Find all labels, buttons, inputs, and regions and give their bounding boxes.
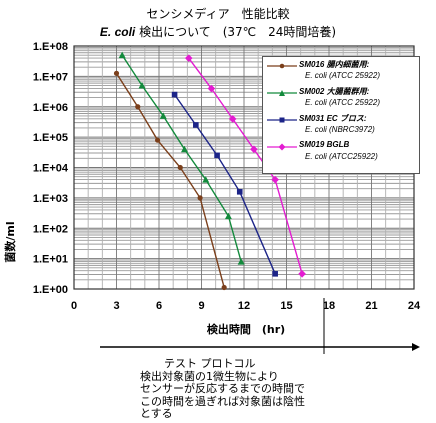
data-point: [298, 270, 306, 278]
chart-title-organism: E. coli: [99, 25, 136, 39]
chart-series: [113, 51, 306, 291]
data-point: [271, 175, 279, 184]
legend-detail-sm031: E. coli (NBRC3972): [305, 125, 375, 134]
chart-title-line1: センシメディア 性能比較: [146, 7, 290, 21]
data-point: [214, 152, 220, 159]
data-point: [236, 189, 243, 195]
legend-item-sm031: SM031 EC ブロス: E. coli (NBRC3972): [265, 113, 419, 139]
y-axis-ticks: 1.E+00 1.E+01 1.E+02 1.E+03 1.E+04 1.E+05 1.E+…: [33, 41, 69, 296]
y-tick-label: 1.E+00: [33, 284, 68, 296]
y-tick-label: 1.E+03: [33, 193, 68, 205]
series-3: [171, 91, 278, 277]
protocol-line: とする: [140, 407, 173, 420]
legend-detail-sm002: E. coli (ATCC 25922): [305, 98, 380, 107]
series-1: [113, 70, 227, 291]
series-2: [118, 51, 245, 265]
chart-legend: SM016 腸内細菌用: E. coli (ATCC 25922) SM002 …: [262, 56, 420, 174]
protocol-line: センサーが反応するまでの時間で: [140, 382, 305, 395]
data-point: [154, 137, 161, 143]
protocol-heading: テスト プロトコル: [164, 357, 256, 370]
legend-name-sm002: SM002 大腸菌群用:: [299, 87, 370, 96]
protocol-note: テスト プロトコル 検出対象菌の1微生物により センサーが反応するまでの時間で …: [140, 357, 305, 421]
data-point: [171, 91, 178, 98]
data-point: [135, 104, 141, 110]
data-point: [138, 81, 146, 89]
x-tick-label: 0: [71, 300, 77, 312]
y-tick-label: 1.E+04: [33, 163, 69, 175]
data-point: [207, 84, 216, 93]
legend-name-sm019: SM019 BGLB: [299, 140, 350, 149]
protocol-line: 検出対象菌の1微生物により: [140, 369, 279, 383]
series-line: [115, 72, 225, 288]
x-tick-label: 24: [408, 300, 421, 312]
x-tick-label: 15: [280, 300, 292, 312]
x-tick-label: 6: [156, 300, 162, 312]
legend-marker-sm016: [267, 63, 297, 69]
x-tick-label: 3: [113, 300, 119, 312]
data-point: [159, 112, 167, 119]
legend-item-sm002: SM002 大腸菌群用: E. coli (ATCC 25922): [265, 86, 419, 112]
legend-detail-sm019: E. coli (ATCC25922): [305, 152, 378, 161]
legend-marker-sm002: [267, 90, 297, 96]
data-point: [224, 212, 232, 220]
x-tick-label: 9: [198, 300, 204, 312]
y-tick-label: 1.E+05: [33, 132, 68, 144]
data-point: [181, 145, 188, 153]
y-axis-label: 菌数/ml: [3, 221, 17, 262]
series-4: [184, 54, 306, 278]
data-point: [193, 122, 199, 128]
protocol-line: この時間を過ぎれば対象菌は陰性: [140, 394, 305, 408]
data-point: [228, 115, 237, 123]
legend-name-sm016: SM016 腸内細菌用:: [299, 60, 370, 69]
data-point: [250, 145, 258, 154]
x-tick-label: 12: [238, 300, 250, 312]
legend-item-sm016: SM016 腸内細菌用: E. coli (ATCC 25922): [265, 59, 419, 85]
legend-item-sm019: SM019 BGLB E. coli (ATCC25922): [265, 140, 419, 166]
y-tick-label: 1.E+08: [33, 41, 68, 53]
y-tick-label: 1.E+07: [33, 71, 68, 83]
data-point: [237, 258, 245, 265]
x-tick-label: 18: [323, 300, 335, 312]
legend-marker-sm019: [267, 143, 297, 151]
y-tick-label: 1.E+02: [33, 223, 68, 235]
data-point: [202, 176, 210, 183]
y-tick-label: 1.E+01: [33, 254, 68, 266]
data-point: [197, 195, 203, 201]
y-tick-label: 1.E+06: [33, 102, 68, 114]
protocol-arrow-head: [412, 343, 420, 351]
data-point: [177, 164, 183, 171]
data-point: [221, 284, 227, 291]
x-axis-ticks: 0 3 6 9 12 15 18 21 24: [71, 300, 421, 312]
legend-name-sm031: SM031 EC ブロス:: [299, 114, 367, 123]
series-line: [174, 94, 276, 275]
data-point: [184, 54, 193, 62]
data-point: [272, 271, 278, 277]
x-axis-label: 検出時間 (hr): [207, 322, 285, 336]
legend-marker-sm031: [267, 117, 297, 123]
data-point: [113, 70, 120, 76]
x-tick-label: 21: [365, 300, 377, 312]
chart-title-line2: E. coli 検出について (37℃ 24時間培養): [0, 23, 436, 40]
series-line: [188, 57, 303, 275]
chart-title-detail: 検出について (37℃ 24時間培養): [135, 25, 337, 39]
data-point: [118, 51, 126, 59]
legend-detail-sm016: E. coli (ATCC 25922): [305, 71, 380, 80]
